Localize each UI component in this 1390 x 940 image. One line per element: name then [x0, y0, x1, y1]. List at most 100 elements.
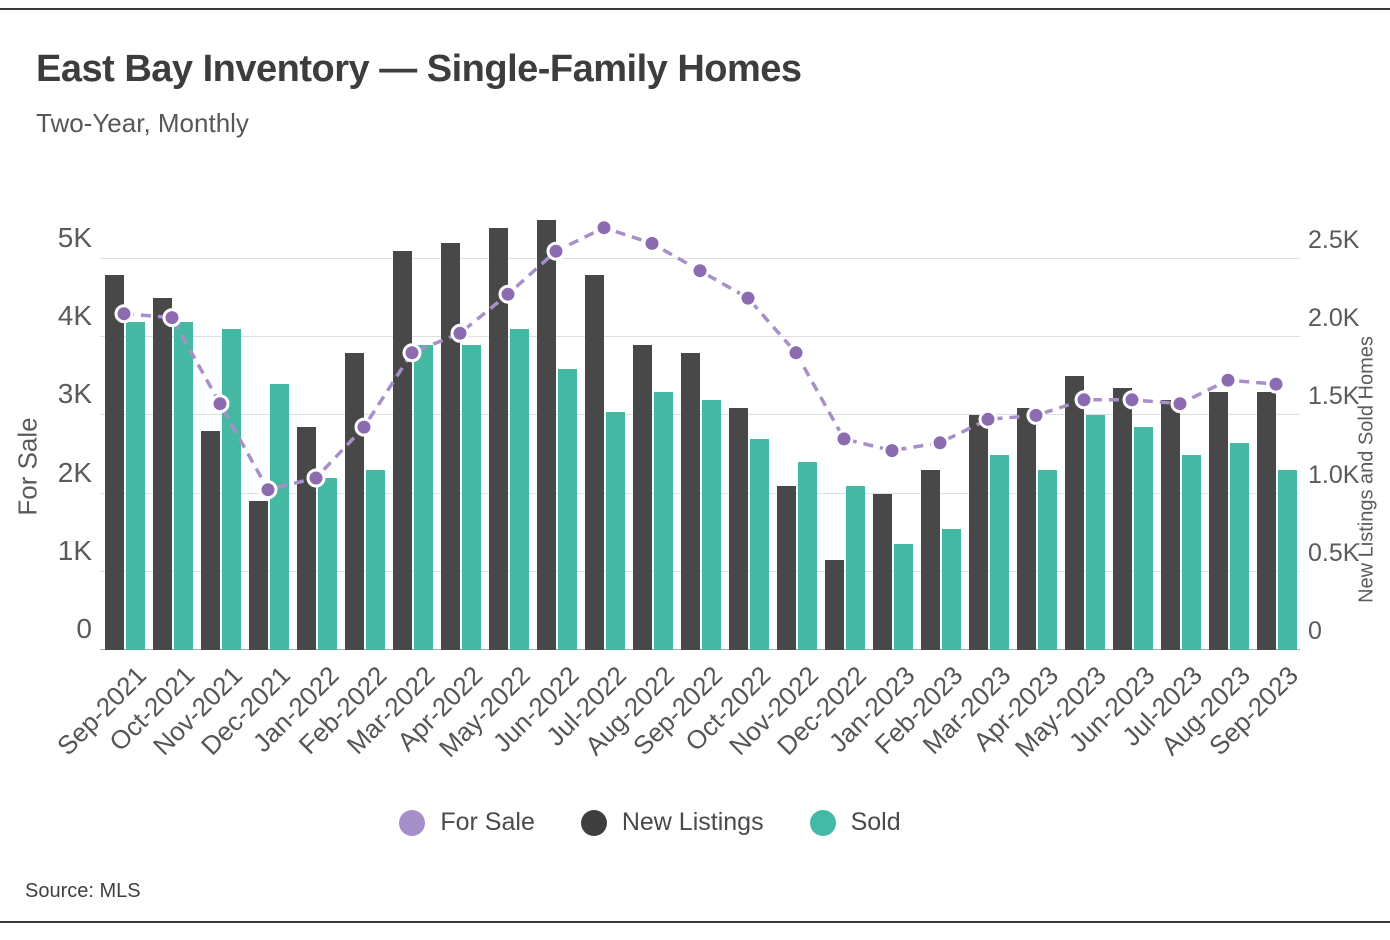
new-listings-bar — [680, 352, 700, 650]
sold-bar — [1133, 427, 1153, 650]
left-axis-tick-label: 5K — [57, 222, 92, 253]
for-sale-marker — [114, 304, 134, 324]
for-sale-marker — [1218, 370, 1238, 390]
for-sale-marker — [978, 409, 998, 429]
sold-bar — [269, 384, 289, 650]
for-sale-marker — [786, 343, 806, 363]
new-listings-bar — [968, 415, 988, 650]
new-listings-bar — [1160, 399, 1180, 650]
chart-title: East Bay Inventory — Single-Family Homes — [36, 48, 802, 90]
for-sale-marker — [498, 284, 518, 304]
gridline — [100, 414, 1300, 416]
sold-bar — [173, 321, 193, 650]
sold-bar — [509, 329, 529, 650]
plot-area — [100, 205, 1300, 650]
left-axis-tick-label: 2K — [57, 456, 92, 488]
right-axis-tick-label: 0.5K — [1308, 538, 1360, 567]
sold-bar — [893, 544, 913, 650]
for-sale-marker — [834, 429, 854, 449]
legend-label: Sold — [850, 808, 901, 836]
for-sale-marker — [594, 218, 614, 238]
new-listings-bar — [1256, 391, 1276, 650]
gridline — [100, 492, 1300, 494]
sold-bar — [1085, 415, 1105, 650]
legend-item-sold: Sold — [809, 808, 901, 837]
legend-label: For Sale — [440, 808, 535, 836]
right-axis-tick-label: 2.0K — [1308, 304, 1360, 333]
legend-item-new-listings: New Listings — [580, 808, 764, 837]
for-sale-marker — [162, 308, 182, 328]
sold-bar — [845, 485, 865, 650]
x-axis-baseline — [100, 649, 1300, 650]
legend-dot-icon — [809, 809, 836, 836]
for-sale-marker — [930, 433, 950, 453]
new-listings-bar — [872, 493, 892, 650]
new-listings-bar — [920, 470, 940, 650]
sold-bar — [461, 345, 481, 650]
top-border — [0, 8, 1390, 10]
new-listings-bar — [1064, 376, 1084, 650]
left-axis-tick-label: 4K — [57, 300, 92, 332]
sold-bar — [413, 345, 433, 650]
legend-dot-icon — [580, 809, 607, 836]
new-listings-bar — [1112, 388, 1132, 650]
new-listings-bar — [152, 298, 172, 650]
new-listings-bar — [200, 431, 220, 650]
sold-bar — [1229, 442, 1249, 650]
sold-bar — [1277, 470, 1297, 650]
left-axis-tick-label: 3K — [57, 378, 92, 410]
new-listings-bar — [728, 407, 748, 650]
for-sale-marker — [450, 323, 470, 343]
legend-label: New Listings — [621, 808, 764, 836]
for-sale-marker — [1122, 390, 1142, 410]
sold-bar — [701, 399, 721, 650]
gridline — [100, 258, 1300, 259]
sold-bar — [1037, 470, 1057, 650]
sold-bar — [557, 368, 577, 650]
bottom-border — [0, 921, 1390, 923]
sold-bar — [941, 528, 961, 650]
gridline — [100, 336, 1300, 338]
left-axis-tick-label: 1K — [57, 534, 92, 566]
for-sale-marker — [354, 417, 374, 437]
for-sale-line-layer — [114, 218, 1286, 500]
chart-subtitle: Two-Year, Monthly — [36, 108, 249, 138]
for-sale-marker — [1074, 390, 1094, 410]
for-sale-marker — [690, 261, 710, 281]
left-axis-tick-label: 0 — [76, 613, 92, 644]
sold-bar — [989, 454, 1009, 650]
for-sale-marker — [306, 468, 326, 488]
for-sale-marker — [1266, 374, 1286, 394]
new-listings-bar — [1016, 407, 1036, 650]
right-axis-tick-label: 2.5K — [1308, 226, 1360, 254]
for-sale-marker — [1170, 394, 1190, 414]
gridline — [100, 570, 1300, 572]
new-listings-bar — [104, 274, 124, 650]
new-listings-bar — [440, 243, 460, 650]
new-listings-bar — [776, 485, 796, 650]
legend-dot-icon — [399, 809, 426, 836]
sold-bar — [797, 462, 817, 650]
for-sale-marker — [642, 233, 662, 253]
new-listings-bar — [824, 560, 844, 650]
right-axis-tick-label: 1.5K — [1308, 382, 1360, 411]
right-axis-tick-label: 0 — [1308, 617, 1322, 645]
new-listings-bar — [248, 501, 268, 650]
for-sale-marker — [210, 394, 230, 414]
sold-bar — [653, 391, 673, 650]
new-listings-bar — [488, 227, 508, 650]
new-listings-bar — [584, 274, 604, 650]
for-sale-marker — [546, 241, 566, 261]
sold-bar — [1181, 454, 1201, 650]
for-sale-marker — [1026, 405, 1046, 425]
right-axis-tick-label: 1.0K — [1308, 460, 1360, 489]
for-sale-marker — [738, 288, 758, 308]
sold-bar — [125, 321, 145, 650]
sold-bar — [749, 438, 769, 650]
sold-bar — [317, 478, 337, 650]
legend: For Sale New Listings Sold — [0, 808, 1300, 837]
source-note: Source: MLS — [25, 880, 141, 902]
for-sale-marker — [402, 343, 422, 363]
legend-item-for-sale: For Sale — [399, 808, 535, 837]
